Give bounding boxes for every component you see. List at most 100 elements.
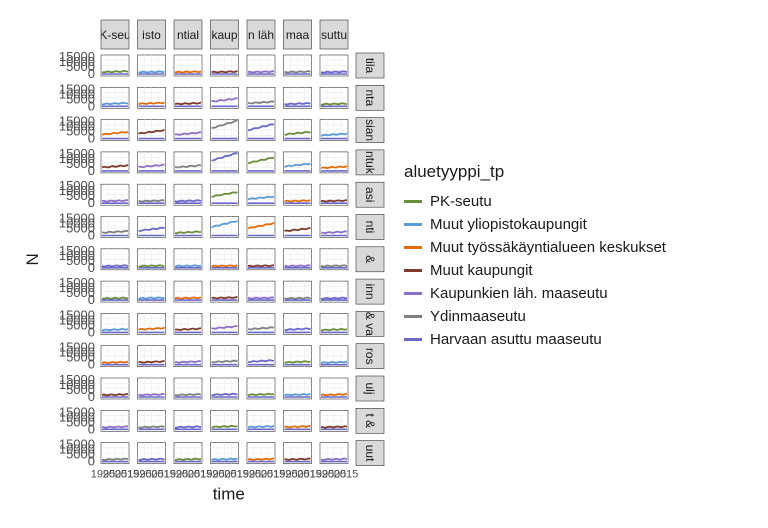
y-tick-label: 0 xyxy=(88,131,95,146)
series-line xyxy=(284,327,311,332)
row-strip-label: t & xyxy=(363,413,377,428)
y-tick-label: 15000 xyxy=(59,49,95,64)
legend-key xyxy=(404,223,422,226)
row-strip xyxy=(355,311,385,337)
y-tick-label: 15000 xyxy=(59,275,95,290)
x-tick-label: 1995 xyxy=(200,469,224,481)
row-strip xyxy=(355,85,385,111)
y-tick-label: 10000 xyxy=(59,280,95,295)
row-strip-label: nta xyxy=(363,89,377,106)
y-tick-label: 5000 xyxy=(66,350,95,365)
x-tick-label: 2015 xyxy=(334,469,358,481)
row-strip-label: sian xyxy=(363,119,377,141)
series-line xyxy=(320,264,348,268)
x-tick-label: 2005 xyxy=(103,469,127,481)
series-line xyxy=(101,393,129,397)
legend-key xyxy=(404,269,422,272)
series-line xyxy=(320,296,348,300)
y-axis-title: N xyxy=(23,253,42,265)
series-line xyxy=(247,296,275,300)
series-line xyxy=(174,264,202,268)
y-tick-label: 5000 xyxy=(66,447,95,462)
series-line xyxy=(211,219,238,229)
series-line xyxy=(138,101,165,106)
legend-title: aluetyyppi_tp xyxy=(404,162,505,181)
series-line xyxy=(211,457,238,461)
series-line xyxy=(284,457,311,461)
x-tick-label: 2005 xyxy=(249,469,273,481)
series-line xyxy=(247,156,275,165)
y-tick-label: 10000 xyxy=(59,183,95,198)
y-tick-label: 15000 xyxy=(59,437,95,452)
row-strip xyxy=(355,117,385,143)
y-tick-label: 5000 xyxy=(66,59,95,74)
series-line xyxy=(247,425,275,429)
x-tick-label: 2015 xyxy=(115,469,139,481)
y-tick-label: 15000 xyxy=(59,307,95,322)
x-tick-label: 1995 xyxy=(310,469,334,481)
row-strip-label-group: t & xyxy=(363,413,377,428)
legend-label: Ydinmaaseutu xyxy=(430,308,526,325)
series-line xyxy=(320,199,348,203)
series-line xyxy=(138,425,165,429)
series-line xyxy=(320,360,348,364)
series-line xyxy=(211,119,238,129)
column-strip-label: K-seu xyxy=(99,28,130,42)
y-tick-label: 10000 xyxy=(59,119,95,134)
x-tick-label: 1995 xyxy=(237,469,261,481)
series-line xyxy=(174,393,202,397)
y-tick-label: 5000 xyxy=(66,188,95,203)
series-line xyxy=(211,191,238,198)
row-strip-label: ros xyxy=(363,348,377,365)
series-line xyxy=(284,70,311,74)
series-line xyxy=(174,425,202,429)
x-tick-label: 2015 xyxy=(224,469,248,481)
y-tick-label: 10000 xyxy=(59,345,95,360)
series-line xyxy=(247,392,275,397)
series-line xyxy=(247,264,275,268)
series-line xyxy=(284,130,311,136)
series-line xyxy=(284,393,311,397)
column-strip-label: suttu xyxy=(321,28,347,42)
row-strip-label: & va xyxy=(363,312,377,336)
series-line xyxy=(320,392,348,397)
x-tick-label: 2005 xyxy=(139,469,163,481)
series-line xyxy=(101,457,129,462)
series-line xyxy=(284,360,311,364)
row-strip xyxy=(355,246,385,273)
legend-label: Muut kaupungit xyxy=(430,262,533,279)
series-line xyxy=(320,425,348,429)
legend-label: Muut työssäkäyntialueen keskukset xyxy=(430,239,666,256)
y-tick-label: 10000 xyxy=(59,248,95,263)
row-strip-label: tila xyxy=(363,58,377,74)
row-strip-label-group: ntuk xyxy=(363,151,377,175)
series-line xyxy=(211,325,238,330)
y-tick-label: 15000 xyxy=(59,372,95,387)
series-line xyxy=(138,226,165,232)
row-strip-label-group: nti xyxy=(363,221,377,234)
series-line xyxy=(211,359,238,364)
x-tick-label: 1995 xyxy=(127,469,151,481)
row-strip-label: inn xyxy=(363,284,377,300)
series-line xyxy=(101,130,129,136)
x-tick-label: 1995 xyxy=(91,469,115,481)
y-tick-label: 5000 xyxy=(66,285,95,300)
column-strip xyxy=(100,19,130,50)
column-strip xyxy=(173,19,203,50)
series-line xyxy=(174,70,202,74)
series-line xyxy=(102,296,129,300)
row-strip xyxy=(355,278,385,305)
y-tick-label: 0 xyxy=(88,195,95,210)
row-strip xyxy=(355,149,385,176)
series-line xyxy=(138,392,165,397)
x-tick-label: 2015 xyxy=(188,469,212,481)
legend-label: Muut yliopistokaupungit xyxy=(430,216,587,233)
faceted-line-chart: K-seu isto ntial kaup n läh maa suttu tila nta si… xyxy=(23,19,385,504)
y-tick-label: 5000 xyxy=(66,124,95,139)
legend-label: PK-seutu xyxy=(430,193,492,210)
y-tick-label: 10000 xyxy=(59,216,95,231)
series-line xyxy=(211,97,238,103)
legend-key xyxy=(404,292,422,295)
series-line xyxy=(101,327,129,332)
series-line xyxy=(174,164,202,169)
